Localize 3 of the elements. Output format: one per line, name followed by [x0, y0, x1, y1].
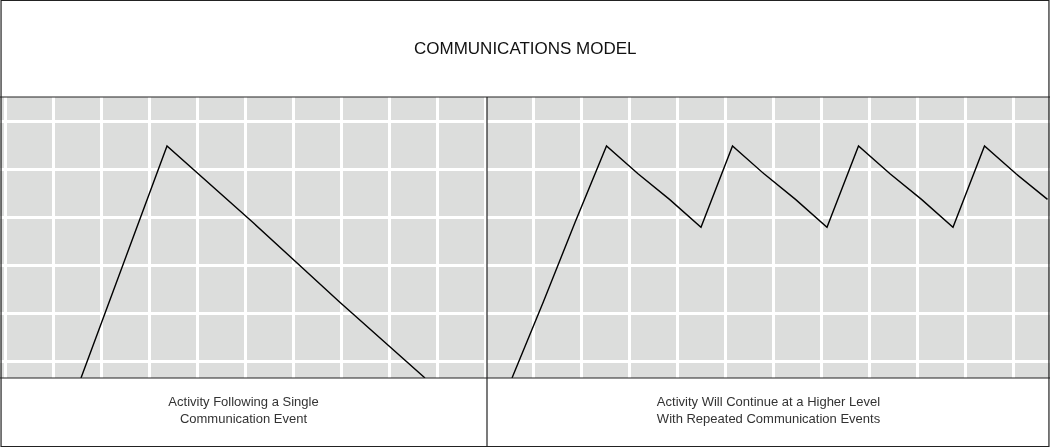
x-axis-title: Activity Following a Single Communication Event	[168, 393, 319, 426]
x-axis-title: Activity Will Continue at a Higher Level With Repeated Communication Events	[656, 393, 881, 426]
text: COMMUNICATIONS MODEL	[414, 39, 637, 58]
